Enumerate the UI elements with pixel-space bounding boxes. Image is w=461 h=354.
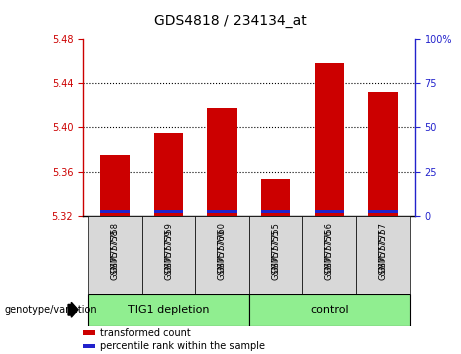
Bar <box>83 344 95 348</box>
Text: GSM757760: GSM757760 <box>218 229 227 280</box>
Text: GSM757756: GSM757756 <box>325 222 334 273</box>
Text: GSM757757: GSM757757 <box>378 229 387 280</box>
Text: control: control <box>310 305 349 315</box>
Bar <box>207 210 237 213</box>
Bar <box>302 216 356 294</box>
Bar <box>314 210 344 213</box>
Bar <box>207 108 237 216</box>
Text: GSM757759: GSM757759 <box>164 222 173 273</box>
Text: GSM757758: GSM757758 <box>111 222 119 273</box>
Text: percentile rank within the sample: percentile rank within the sample <box>100 341 265 351</box>
Bar <box>154 210 183 213</box>
Bar <box>314 63 344 216</box>
Bar <box>100 210 130 213</box>
Bar <box>261 210 290 213</box>
Bar <box>356 216 409 294</box>
Text: GSM757755: GSM757755 <box>271 222 280 273</box>
Text: GSM757757: GSM757757 <box>378 222 387 273</box>
Bar <box>154 133 183 216</box>
Bar <box>100 155 130 216</box>
FancyArrow shape <box>68 302 78 317</box>
Bar <box>261 179 290 216</box>
Text: GSM757756: GSM757756 <box>325 229 334 280</box>
Text: transformed count: transformed count <box>100 327 190 338</box>
Text: GSM757760: GSM757760 <box>218 222 227 273</box>
Text: TIG1 depletion: TIG1 depletion <box>128 305 209 315</box>
Bar <box>368 92 397 216</box>
Bar <box>195 216 249 294</box>
Bar <box>89 294 249 326</box>
Text: GDS4818 / 234134_at: GDS4818 / 234134_at <box>154 14 307 28</box>
Text: genotype/variation: genotype/variation <box>5 305 97 315</box>
Text: GSM757759: GSM757759 <box>164 229 173 280</box>
Bar <box>89 216 142 294</box>
Bar <box>368 210 397 213</box>
Text: GSM757758: GSM757758 <box>111 229 119 280</box>
Bar <box>249 294 409 326</box>
Bar <box>83 330 95 335</box>
Text: GSM757755: GSM757755 <box>271 229 280 280</box>
Bar <box>142 216 195 294</box>
Bar <box>249 216 302 294</box>
